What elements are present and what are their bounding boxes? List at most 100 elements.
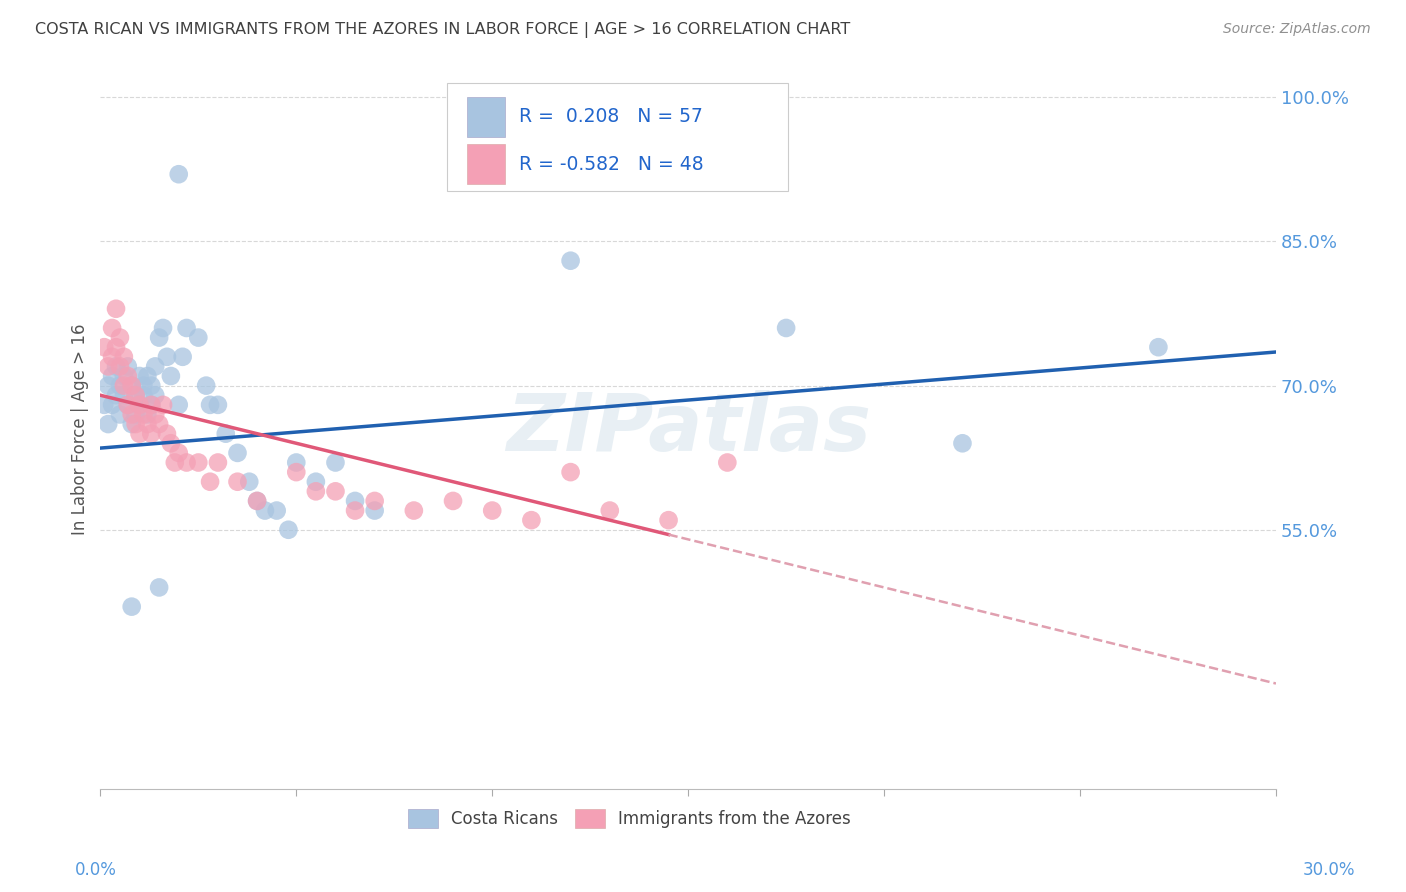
Point	[187, 330, 209, 344]
Point	[363, 503, 385, 517]
Point	[148, 417, 170, 431]
Point	[1147, 340, 1170, 354]
Point	[246, 494, 269, 508]
Point	[101, 398, 124, 412]
Point	[253, 503, 276, 517]
Point	[520, 513, 543, 527]
Point	[226, 475, 249, 489]
Point	[325, 484, 347, 499]
Point	[344, 494, 367, 508]
Point	[132, 408, 155, 422]
Text: COSTA RICAN VS IMMIGRANTS FROM THE AZORES IN LABOR FORCE | AGE > 16 CORRELATION : COSTA RICAN VS IMMIGRANTS FROM THE AZORE…	[35, 22, 851, 38]
Point	[128, 398, 150, 412]
Point	[132, 388, 155, 402]
Point	[93, 340, 115, 354]
Text: 30.0%: 30.0%	[1302, 861, 1355, 879]
Point	[132, 378, 155, 392]
Point	[101, 321, 124, 335]
Point	[305, 484, 328, 499]
FancyBboxPatch shape	[447, 83, 789, 191]
Point	[266, 503, 288, 517]
Point	[117, 398, 139, 412]
Point	[246, 494, 269, 508]
Point	[215, 426, 238, 441]
Point	[112, 378, 135, 392]
Point	[176, 321, 198, 335]
Point	[441, 494, 464, 508]
Point	[160, 436, 183, 450]
Point	[105, 340, 128, 354]
Point	[141, 426, 163, 441]
Point	[112, 388, 135, 402]
Point	[305, 475, 328, 489]
Point	[716, 456, 738, 470]
Point	[117, 359, 139, 374]
Point	[136, 408, 159, 422]
Point	[108, 378, 131, 392]
Point	[207, 456, 229, 470]
Point	[124, 388, 146, 402]
Point	[952, 436, 974, 450]
Point	[775, 321, 797, 335]
Point	[285, 465, 308, 479]
Point	[97, 417, 120, 431]
Point	[101, 350, 124, 364]
Point	[167, 398, 190, 412]
Point	[128, 369, 150, 384]
Point	[141, 378, 163, 392]
Point	[136, 417, 159, 431]
Point	[143, 359, 166, 374]
Point	[108, 408, 131, 422]
Point	[93, 398, 115, 412]
Point	[143, 408, 166, 422]
Text: R =  0.208   N = 57: R = 0.208 N = 57	[519, 107, 703, 127]
Point	[108, 359, 131, 374]
FancyBboxPatch shape	[467, 145, 505, 184]
Point	[105, 301, 128, 316]
Point	[128, 426, 150, 441]
Point	[277, 523, 299, 537]
Text: R = -0.582   N = 48: R = -0.582 N = 48	[519, 155, 703, 174]
Point	[105, 359, 128, 374]
Point	[402, 503, 425, 517]
Point	[117, 369, 139, 384]
Point	[187, 456, 209, 470]
Point	[167, 167, 190, 181]
Text: Source: ZipAtlas.com: Source: ZipAtlas.com	[1223, 22, 1371, 37]
Point	[198, 475, 221, 489]
Point	[141, 398, 163, 412]
Point	[226, 446, 249, 460]
Point	[172, 350, 194, 364]
Point	[156, 350, 179, 364]
Point	[363, 494, 385, 508]
Point	[481, 503, 503, 517]
Point	[112, 369, 135, 384]
Point	[121, 408, 143, 422]
Point	[105, 388, 128, 402]
Point	[152, 321, 174, 335]
Point	[141, 398, 163, 412]
Point	[238, 475, 260, 489]
Legend: Costa Ricans, Immigrants from the Azores: Costa Ricans, Immigrants from the Azores	[401, 803, 858, 835]
Point	[198, 398, 221, 412]
Point	[599, 503, 621, 517]
Point	[285, 456, 308, 470]
Point	[167, 446, 190, 460]
Text: 0.0%: 0.0%	[75, 861, 117, 879]
Point	[325, 456, 347, 470]
Point	[156, 426, 179, 441]
Point	[658, 513, 681, 527]
Point	[97, 359, 120, 374]
Point	[121, 378, 143, 392]
Point	[195, 378, 218, 392]
Point	[101, 369, 124, 384]
Point	[121, 417, 143, 431]
Point	[117, 398, 139, 412]
Point	[152, 398, 174, 412]
Point	[160, 369, 183, 384]
Point	[560, 465, 582, 479]
Point	[124, 408, 146, 422]
Point	[121, 599, 143, 614]
Point	[124, 417, 146, 431]
Point	[344, 503, 367, 517]
